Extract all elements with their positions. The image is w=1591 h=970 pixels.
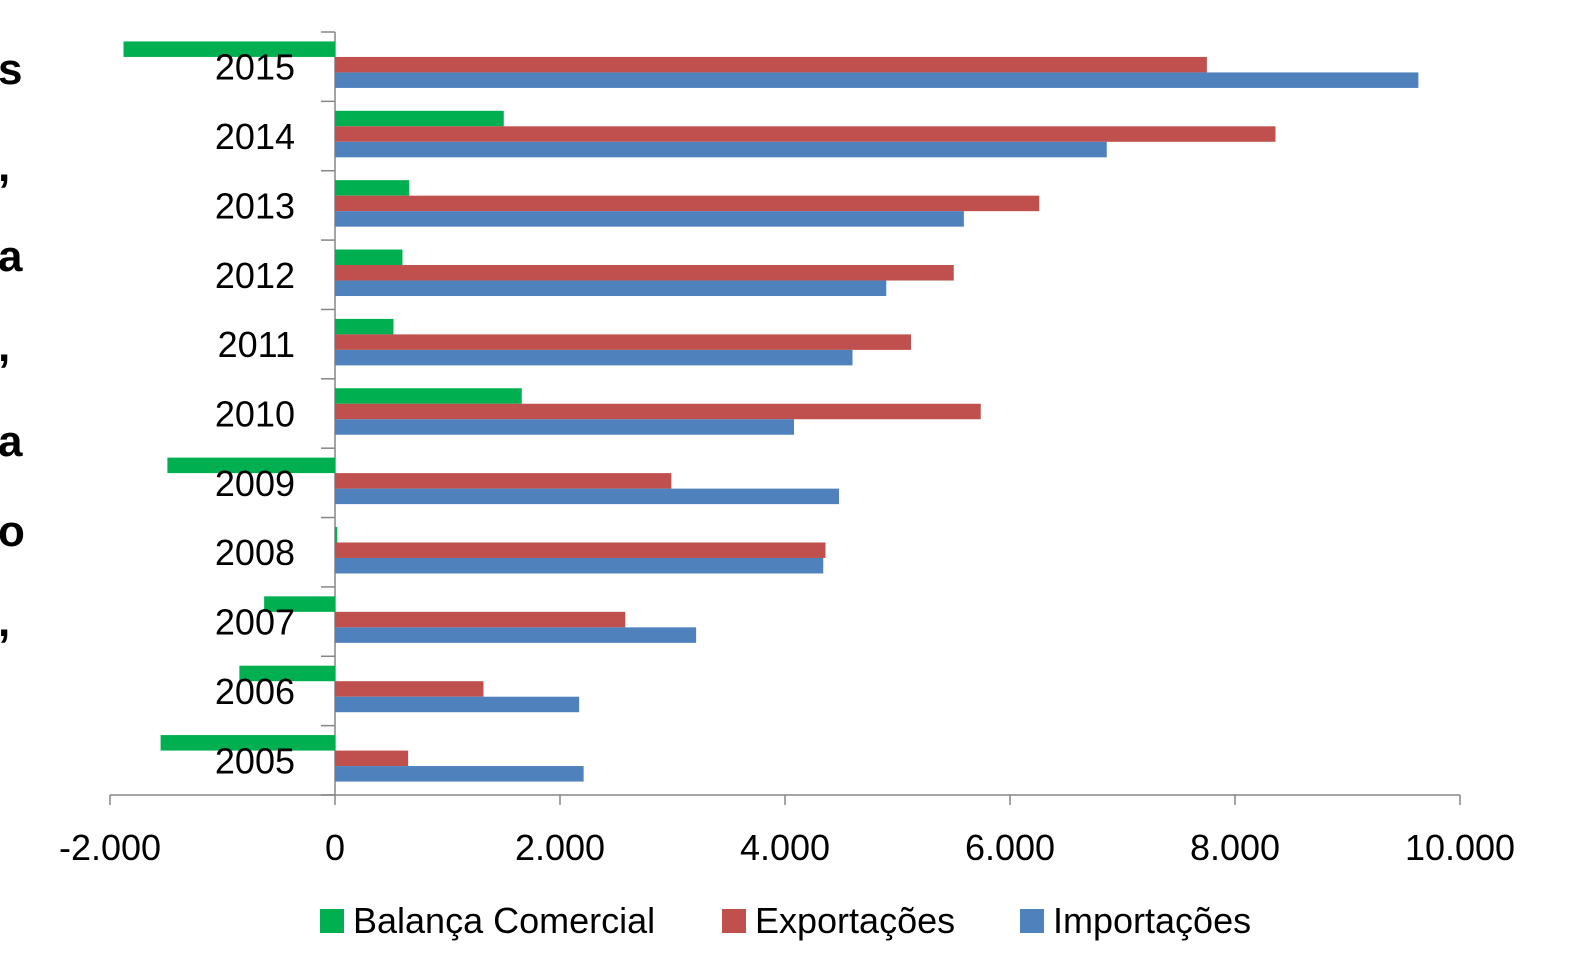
side-text-fragment: , <box>0 145 28 189</box>
bar-balan-a-comercial-2007 <box>264 596 335 612</box>
legend-label: Importações <box>1053 900 1251 941</box>
legend-swatch <box>722 909 746 933</box>
bar-importa-es-2014 <box>335 141 1107 158</box>
side-text-fragment: a <box>0 232 23 281</box>
bar-importa-es-2010 <box>335 419 794 435</box>
bar-exporta-es-2006 <box>335 681 484 697</box>
bar-balan-a-comercial-2009 <box>167 457 335 474</box>
category-label: 2006 <box>215 671 295 712</box>
bar-balan-a-comercial-2013 <box>335 180 410 196</box>
x-tick-label: 4.000 <box>740 827 830 868</box>
category-label: 2010 <box>215 394 295 435</box>
bar-importa-es-2011 <box>335 349 853 366</box>
legend-swatch <box>1020 909 1044 933</box>
category-label: 2009 <box>215 463 295 504</box>
bar-importa-es-2009 <box>335 488 839 505</box>
category-label: 2012 <box>215 255 295 296</box>
category-label: 2013 <box>215 185 295 226</box>
x-tick-label: 8.000 <box>1190 827 1280 868</box>
bar-exporta-es-2008 <box>335 542 826 558</box>
bar-balan-a-comercial-2011 <box>335 318 394 335</box>
legend-label: Balança Comercial <box>353 900 655 941</box>
bar-importa-es-2006 <box>335 696 580 713</box>
bar-importa-es-2008 <box>335 557 824 574</box>
bar-exporta-es-2007 <box>335 611 626 628</box>
bar-exporta-es-2009 <box>335 473 672 489</box>
category-label: 2007 <box>215 602 295 643</box>
category-label: 2015 <box>215 47 295 88</box>
legend-label: Exportações <box>755 900 955 941</box>
side-text-fragment: o <box>0 507 25 556</box>
x-tick-label: 2.000 <box>515 827 605 868</box>
category-label: 2014 <box>215 116 295 157</box>
bar-balan-a-comercial-2006 <box>239 665 335 682</box>
bar-balan-a-comercial-2010 <box>335 388 522 404</box>
bar-balan-a-comercial-2012 <box>335 249 403 266</box>
category-label: 2008 <box>215 532 295 573</box>
bar-importa-es-2013 <box>335 211 964 227</box>
bar-balan-a-comercial-2008 <box>335 526 338 543</box>
bar-exporta-es-2011 <box>335 334 911 350</box>
side-text-fragment: s <box>0 45 23 94</box>
bar-exporta-es-2013 <box>335 195 1040 212</box>
bar-importa-es-2007 <box>335 627 697 643</box>
bar-exporta-es-2010 <box>335 403 981 420</box>
side-text-fragment: , <box>0 600 28 644</box>
bar-exporta-es-2012 <box>335 265 954 281</box>
category-label: 2005 <box>215 740 295 781</box>
bar-importa-es-2015 <box>335 72 1419 88</box>
x-tick-label: 6.000 <box>965 827 1055 868</box>
bar-importa-es-2005 <box>335 766 584 782</box>
side-text-fragment: a <box>0 417 23 466</box>
bar-exporta-es-2014 <box>335 126 1276 142</box>
bar-exporta-es-2015 <box>335 56 1207 73</box>
bar-balan-a-comercial-2005 <box>160 735 335 751</box>
x-tick-label: 10.000 <box>1405 827 1515 868</box>
x-tick-label: -2.000 <box>59 827 161 868</box>
bar-importa-es-2012 <box>335 280 887 297</box>
bar-exporta-es-2005 <box>335 750 409 767</box>
side-text-fragment: , <box>0 325 28 369</box>
bar-balan-a-comercial-2014 <box>335 110 504 127</box>
x-tick-label: 0 <box>325 827 345 868</box>
category-label: 2011 <box>218 324 295 365</box>
legend-swatch <box>320 909 344 933</box>
bar-balan-a-comercial-2015 <box>123 41 335 57</box>
